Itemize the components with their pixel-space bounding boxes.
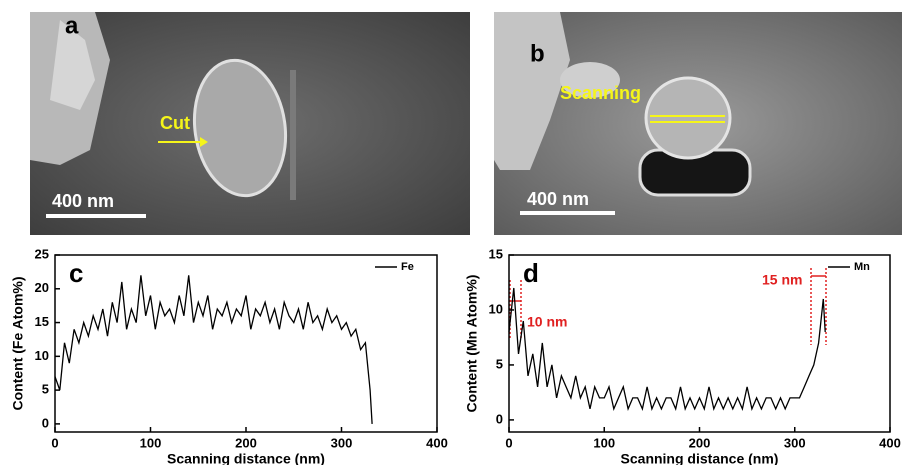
y-tick-label: 10 xyxy=(35,348,49,363)
y-tick-label: 0 xyxy=(42,415,49,430)
x-tick-label: 100 xyxy=(140,435,162,450)
y-axis-label: Content (Mn Atom%) xyxy=(464,275,480,413)
x-tick-label: 100 xyxy=(593,435,615,450)
annotation: 10 nm xyxy=(527,314,567,330)
image-annotation: Cut xyxy=(160,113,190,133)
x-axis-label: Scanning distance (nm) xyxy=(621,451,779,465)
data-line xyxy=(509,288,825,409)
panel-label: b xyxy=(530,40,545,67)
y-tick-label: 20 xyxy=(35,280,49,295)
legend-label: Fe xyxy=(401,261,414,273)
x-axis-label: Scanning distance (nm) xyxy=(167,451,325,465)
scale-bar-label: 400 nm xyxy=(527,189,589,209)
x-tick-label: 400 xyxy=(426,435,448,450)
x-tick-label: 200 xyxy=(235,435,257,450)
y-tick-label: 5 xyxy=(496,356,503,371)
data-line xyxy=(55,275,372,424)
y-tick-label: 25 xyxy=(35,246,49,261)
y-axis-label: Content (Fe Atom%) xyxy=(10,276,26,410)
plot-frame xyxy=(509,255,890,432)
y-tick-label: 15 xyxy=(35,314,49,329)
image-annotation: Scanning xyxy=(560,83,641,103)
x-tick-label: 0 xyxy=(51,435,58,450)
sem-image-b: b Scanning 400 nm xyxy=(494,12,902,235)
panel-label: d xyxy=(523,258,539,288)
x-tick-label: 200 xyxy=(689,435,711,450)
x-tick-label: 300 xyxy=(784,435,806,450)
legend-label: Mn xyxy=(854,261,870,273)
panel-label: a xyxy=(65,12,79,39)
panel-label: c xyxy=(69,258,83,288)
x-tick-label: 400 xyxy=(879,435,901,450)
scale-bar-label: 400 nm xyxy=(52,191,114,211)
figure: a Cut 400 nm b Scanning 400 nm 10 nm 15 … xyxy=(0,0,906,465)
y-tick-label: 0 xyxy=(496,411,503,426)
plot-frame xyxy=(55,255,437,432)
y-tick-label: 5 xyxy=(42,382,49,397)
sem-image-a: a Cut 400 nm xyxy=(30,12,470,235)
annotation: 15 nm xyxy=(762,272,802,288)
x-tick-label: 300 xyxy=(331,435,353,450)
y-tick-label: 10 xyxy=(489,301,503,316)
y-tick-label: 15 xyxy=(489,246,503,261)
x-tick-label: 0 xyxy=(505,435,512,450)
